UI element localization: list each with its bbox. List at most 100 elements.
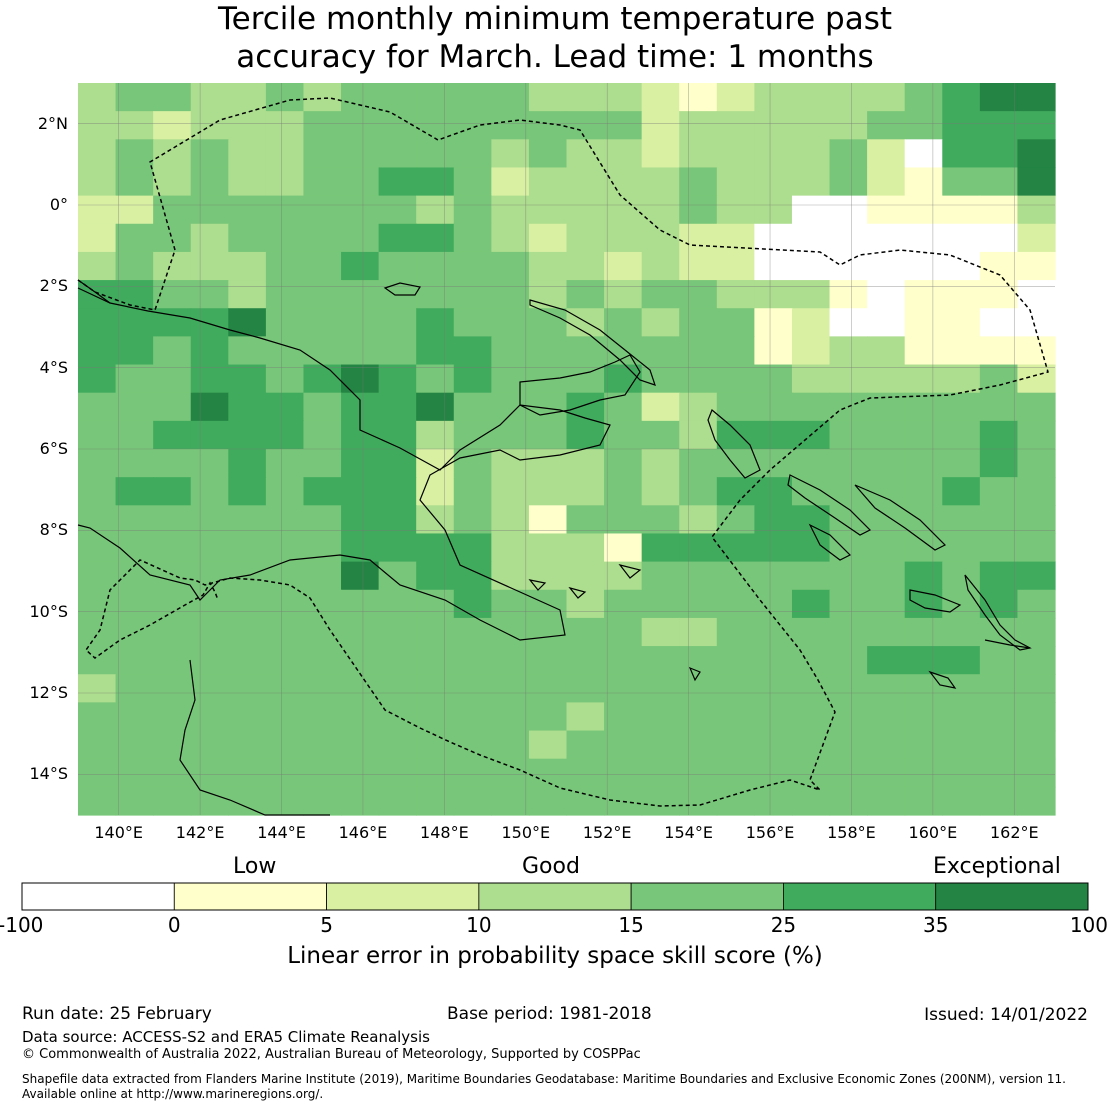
skill-cell: [1017, 505, 1056, 535]
skill-cell: [491, 280, 530, 309]
skill-cell: [378, 167, 417, 197]
skill-cell: [453, 167, 492, 197]
skill-cell: [416, 167, 455, 197]
skill-cell: [115, 505, 154, 535]
skill-cell: [1017, 561, 1056, 591]
skill-cell: [491, 674, 530, 703]
legend-category-low: Low: [233, 854, 277, 879]
skill-cell: [1017, 617, 1056, 647]
skill-cell: [604, 336, 643, 366]
skill-cell: [491, 561, 530, 591]
skill-cell: [867, 83, 906, 112]
skill-cell: [942, 111, 981, 140]
skill-cell: [341, 646, 380, 675]
skill-cell: [716, 392, 755, 422]
coastline-santa-isabel: [854, 484, 947, 551]
skill-cell: [78, 533, 117, 563]
skill-cell: [491, 646, 530, 675]
skill-cell: [528, 758, 568, 788]
skill-cell: [641, 702, 680, 732]
skill-cell: [378, 111, 417, 140]
skill-cell: [265, 195, 305, 225]
skill-cell: [341, 533, 380, 563]
skill-cell: [716, 702, 755, 732]
skill-cell: [228, 702, 267, 732]
skill-cell: [491, 505, 530, 535]
skill-cell: [754, 786, 793, 816]
skill-cell: [566, 111, 605, 140]
skill-cell: [904, 477, 943, 506]
skill-cell: [378, 83, 417, 112]
skill-cell: [303, 167, 342, 197]
skill-cell: [265, 449, 305, 478]
skill-cell: [979, 83, 1019, 112]
skill-cell: [265, 617, 305, 647]
skill-cell: [904, 280, 943, 309]
skill-cell: [754, 336, 793, 366]
skill-cell: [867, 308, 906, 337]
lon-tick-label: 160°E: [908, 823, 958, 842]
skill-cell: [78, 420, 117, 450]
skill-cell: [265, 786, 305, 816]
skill-cell: [904, 223, 943, 253]
skill-cell: [641, 336, 680, 366]
skill-cell: [341, 223, 380, 253]
lon-tick-label: 158°E: [827, 823, 876, 842]
skill-cell: [1017, 251, 1056, 281]
skill-cell: [453, 195, 492, 225]
base-period: Base period: 1981-2018: [447, 1004, 652, 1024]
skill-cell: [679, 111, 718, 140]
skill-cell: [904, 758, 943, 788]
skill-cell: [341, 336, 380, 366]
colorbar-block: [478, 882, 632, 911]
skill-cell: [491, 364, 530, 394]
skill-cell: [566, 449, 605, 478]
skill-cell: [641, 364, 680, 394]
skill-cell: [641, 308, 680, 337]
skill-cell: [829, 786, 868, 816]
skill-cell: [604, 280, 643, 309]
skill-cell: [716, 646, 755, 675]
skill-cell: [754, 308, 793, 337]
coastline-birds-head: [77, 279, 111, 304]
skill-cell: [566, 477, 605, 506]
skill-cell: [867, 420, 906, 450]
skill-cell: [190, 336, 229, 366]
skill-cell: [904, 111, 943, 140]
skill-cell: [904, 674, 943, 703]
skill-cell: [754, 758, 793, 788]
skill-cell: [829, 308, 868, 337]
skill-cell: [115, 477, 154, 506]
skill-cell: [604, 449, 643, 478]
skill-cell: [491, 308, 530, 337]
skill-cell: [78, 702, 117, 732]
skill-cell: [641, 617, 680, 647]
lat-tick-label: 4°S: [39, 357, 68, 377]
skill-cell: [942, 83, 981, 112]
skill-cell: [754, 449, 793, 478]
skill-cell: [416, 420, 455, 450]
skill-cell: [416, 111, 455, 140]
lon-tick-label: 152°E: [582, 823, 632, 842]
skill-cell: [115, 83, 154, 112]
skill-cell: [228, 195, 267, 225]
skill-cell: [303, 589, 342, 619]
eez-boundary: [77, 97, 1049, 807]
skill-cell: [904, 251, 943, 281]
skill-cell: [378, 505, 417, 535]
skill-cell: [867, 111, 906, 140]
skill-cell: [190, 758, 229, 788]
skill-cell: [867, 364, 906, 394]
lat-tick-label: 12°S: [29, 683, 68, 702]
skill-cell: [979, 308, 1019, 337]
skill-cell: [979, 111, 1019, 140]
skill-cell: [829, 195, 868, 225]
skill-cell: [491, 336, 530, 366]
skill-cell: [1017, 646, 1056, 675]
skill-cell: [416, 308, 455, 337]
skill-cell: [904, 167, 943, 197]
skill-cell: [679, 477, 718, 506]
skill-cell: [190, 786, 229, 816]
skill-cell: [341, 589, 380, 619]
